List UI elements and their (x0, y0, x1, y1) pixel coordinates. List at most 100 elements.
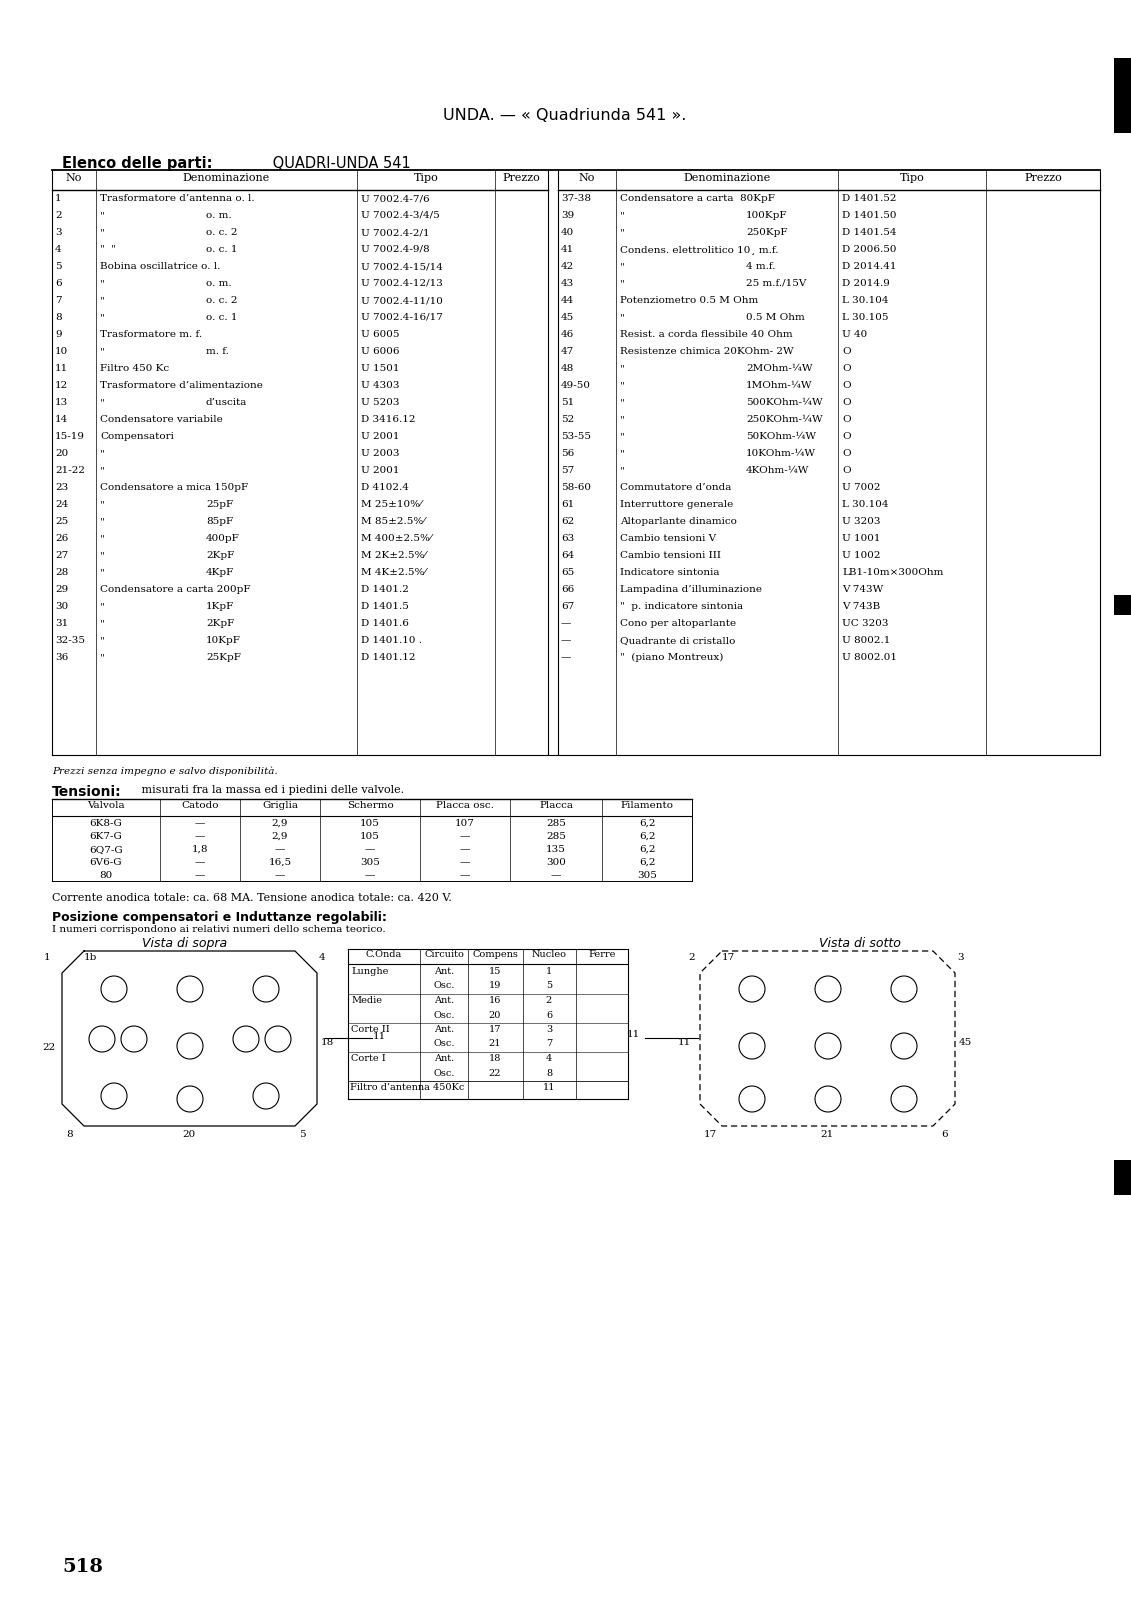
Text: 41: 41 (561, 245, 575, 254)
Text: 48: 48 (561, 365, 575, 373)
Text: UC 3203: UC 3203 (841, 619, 889, 627)
Text: 100KpF: 100KpF (746, 211, 787, 219)
Text: 135: 135 (546, 845, 566, 854)
Text: Cambio tensioni V: Cambio tensioni V (620, 534, 716, 542)
Text: 21-22: 21-22 (55, 466, 85, 475)
Text: Trasformatore m. f.: Trasformatore m. f. (100, 330, 202, 339)
Text: ": " (100, 450, 105, 458)
Text: ": " (620, 432, 624, 442)
Text: Ant.: Ant. (434, 995, 455, 1005)
Text: D 1401.5: D 1401.5 (361, 602, 409, 611)
Text: Denominazione: Denominazione (182, 173, 269, 182)
Text: U 6006: U 6006 (361, 347, 399, 357)
Text: D 2014.9: D 2014.9 (841, 278, 890, 288)
Text: ": " (620, 466, 624, 475)
Text: Prezzi senza impegno e salvo disponibilità.: Prezzi senza impegno e salvo disponibili… (52, 766, 277, 776)
Text: Denominazione: Denominazione (683, 173, 770, 182)
Text: m. f.: m. f. (206, 347, 228, 357)
Text: U 7002.4-9/8: U 7002.4-9/8 (361, 245, 430, 254)
Text: Prezzo: Prezzo (502, 173, 539, 182)
Text: 36: 36 (55, 653, 68, 662)
Text: Catodo: Catodo (181, 802, 218, 810)
Text: o. c. 2: o. c. 2 (206, 227, 238, 237)
Text: 6K7-G: 6K7-G (89, 832, 122, 842)
Text: Nucleo: Nucleo (532, 950, 567, 958)
Text: U 4303: U 4303 (361, 381, 399, 390)
Text: Altoparlante dinamico: Altoparlante dinamico (620, 517, 737, 526)
Text: 6V6-G: 6V6-G (89, 858, 122, 867)
Text: —: — (195, 832, 205, 842)
Text: 20: 20 (182, 1130, 196, 1139)
Text: 6: 6 (55, 278, 61, 288)
Text: O: O (841, 414, 851, 424)
Text: 53-55: 53-55 (561, 432, 592, 442)
Text: Osc.: Osc. (433, 1011, 455, 1019)
Text: UNDA. — « Quadriunda 541 ».: UNDA. — « Quadriunda 541 ». (443, 109, 687, 123)
Text: ": " (100, 550, 105, 560)
Text: M 85±2.5%⁄: M 85±2.5%⁄ (361, 517, 425, 526)
Text: 61: 61 (561, 499, 575, 509)
Text: 15: 15 (489, 966, 501, 976)
Text: Ant.: Ant. (434, 966, 455, 976)
Text: 24: 24 (55, 499, 68, 509)
Text: U 8002.01: U 8002.01 (841, 653, 897, 662)
Text: 25 m.f./15V: 25 m.f./15V (746, 278, 806, 288)
Text: 305: 305 (360, 858, 380, 867)
Text: 11: 11 (627, 1030, 640, 1038)
Text: Compens: Compens (472, 950, 518, 958)
Text: 11: 11 (55, 365, 68, 373)
Text: ": " (100, 211, 105, 219)
Text: U 7002.4-3/4/5: U 7002.4-3/4/5 (361, 211, 440, 219)
Text: 56: 56 (561, 450, 575, 458)
Text: 85pF: 85pF (206, 517, 233, 526)
Text: Condensatore a carta 200pF: Condensatore a carta 200pF (100, 586, 250, 594)
Text: 20: 20 (55, 450, 68, 458)
Text: 47: 47 (561, 347, 575, 357)
Text: ": " (100, 534, 105, 542)
Text: 21: 21 (489, 1040, 501, 1048)
Text: 500KOhm-¼W: 500KOhm-¼W (746, 398, 822, 406)
Text: 37-38: 37-38 (561, 194, 592, 203)
Text: 107: 107 (455, 819, 475, 829)
Text: Tipo: Tipo (414, 173, 439, 182)
Text: ": " (100, 653, 105, 662)
Text: o. c. 1: o. c. 1 (206, 314, 238, 322)
Text: 0.5 M Ohm: 0.5 M Ohm (746, 314, 805, 322)
Text: 44: 44 (561, 296, 575, 306)
Text: U 2001: U 2001 (361, 466, 399, 475)
Text: Circuito: Circuito (424, 950, 464, 958)
Text: O: O (841, 347, 851, 357)
Text: Corte I: Corte I (351, 1054, 386, 1062)
Text: ": " (620, 414, 624, 424)
Text: C.Onda: C.Onda (365, 950, 403, 958)
Text: 20: 20 (489, 1011, 501, 1019)
Text: misurati fra la massa ed i piedini delle valvole.: misurati fra la massa ed i piedini delle… (138, 786, 404, 795)
Text: D 1401.2: D 1401.2 (361, 586, 409, 594)
Text: 65: 65 (561, 568, 575, 578)
Text: 400pF: 400pF (206, 534, 240, 542)
Text: Condensatore variabile: Condensatore variabile (100, 414, 223, 424)
Bar (1114, 58, 1131, 133)
Text: O: O (841, 432, 851, 442)
Text: D 2014.41: D 2014.41 (841, 262, 897, 270)
Text: O: O (841, 365, 851, 373)
Text: 40: 40 (561, 227, 575, 237)
Text: Potenziometro 0.5 M Ohm: Potenziometro 0.5 M Ohm (620, 296, 758, 306)
Text: Resistenze chimica 20KOhm- 2W: Resistenze chimica 20KOhm- 2W (620, 347, 794, 357)
Text: Lunghe: Lunghe (351, 966, 388, 976)
Text: U 6005: U 6005 (361, 330, 399, 339)
Text: "  p. indicatore sintonia: " p. indicatore sintonia (620, 602, 743, 611)
Text: No: No (66, 173, 83, 182)
Text: ": " (100, 517, 105, 526)
Text: —: — (195, 819, 205, 829)
Text: 7: 7 (546, 1040, 552, 1048)
Text: D 4102.4: D 4102.4 (361, 483, 409, 493)
Text: U 7002.4-7/6: U 7002.4-7/6 (361, 194, 430, 203)
Text: I numeri corrispondono ai relativi numeri dello schema teorico.: I numeri corrispondono ai relativi numer… (52, 925, 386, 934)
Text: ": " (100, 296, 105, 306)
Text: —: — (195, 858, 205, 867)
Text: —: — (561, 619, 571, 627)
Text: 11: 11 (677, 1038, 691, 1046)
Text: 1MOhm-¼W: 1MOhm-¼W (746, 381, 812, 390)
Text: 3: 3 (55, 227, 61, 237)
